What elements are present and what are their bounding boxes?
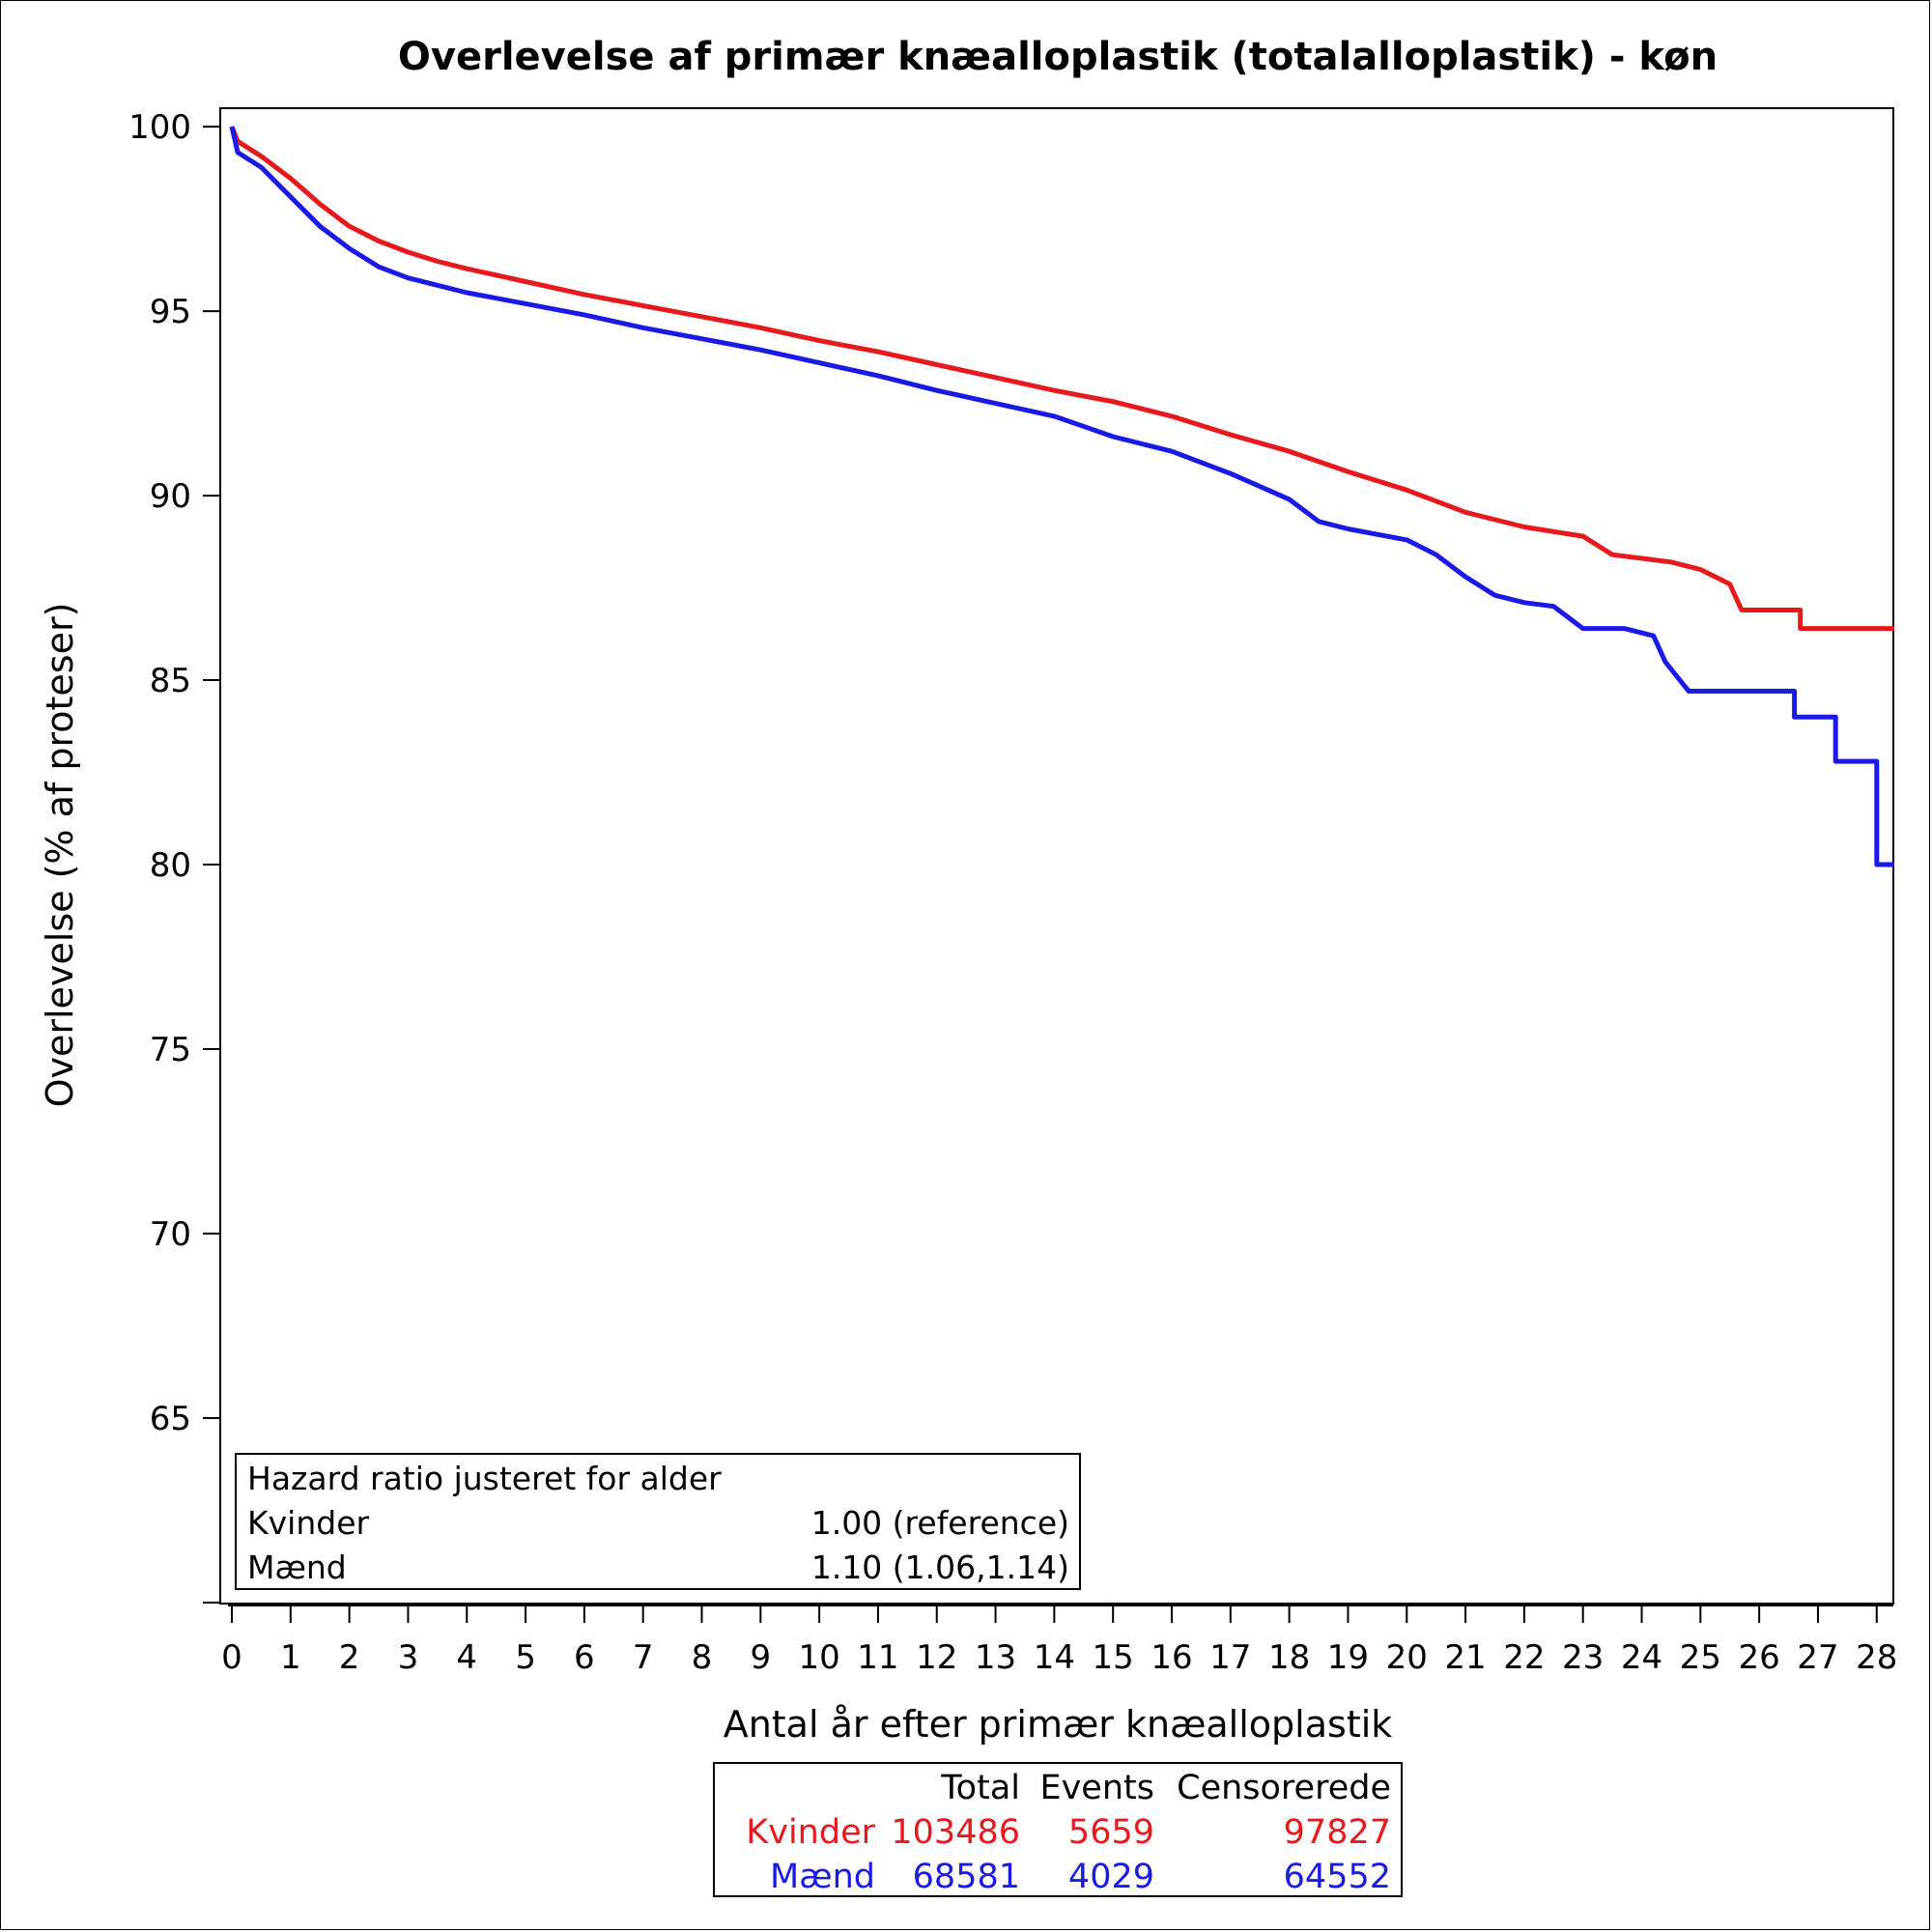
x-tick-label-18: 18 bbox=[1268, 1638, 1310, 1677]
x-tick-label-20: 20 bbox=[1386, 1638, 1428, 1677]
x-tick-label-7: 7 bbox=[633, 1638, 654, 1677]
table-header-events: Events bbox=[1039, 1769, 1154, 1807]
x-tick-label-5: 5 bbox=[515, 1638, 536, 1677]
table-row-maend-group: Mænd bbox=[770, 1858, 875, 1896]
table-row-kvinder-events: 5659 bbox=[1068, 1813, 1154, 1852]
summary-table: Total Events Censorerede Kvinder 103486 … bbox=[713, 1762, 1403, 1897]
x-tick-label-9: 9 bbox=[750, 1638, 771, 1677]
x-tick-label-11: 11 bbox=[857, 1638, 898, 1677]
x-tick-label-23: 23 bbox=[1562, 1638, 1604, 1677]
y-tick-label-80: 80 bbox=[150, 846, 191, 885]
y-tick-label-65: 65 bbox=[150, 1400, 191, 1438]
x-axis: 0 1 2 3 4 5 6 7 8 9 10 11 12 13 14 15 16 17 18 19 20 21 22 23 24… bbox=[221, 1605, 1897, 1677]
table-header-total: Total bbox=[940, 1769, 1020, 1807]
y-tick-label-100: 100 bbox=[128, 108, 191, 147]
x-tick-label-24: 24 bbox=[1621, 1638, 1662, 1677]
x-tick-label-14: 14 bbox=[1034, 1638, 1075, 1677]
x-axis-label: Antal år efter primær knæalloplastik bbox=[724, 1703, 1393, 1746]
table-row-kvinder-total: 103486 bbox=[891, 1813, 1020, 1852]
table-row-kvinder-group: Kvinder bbox=[746, 1813, 875, 1852]
table-row-kvinder-censored: 97827 bbox=[1284, 1813, 1391, 1852]
x-tick-label-12: 12 bbox=[916, 1638, 957, 1677]
summary-table-border bbox=[713, 1762, 1403, 1897]
hazard-ratio-value-kvinder: 1.00 (reference) bbox=[811, 1504, 1069, 1542]
table-row-maend-censored: 64552 bbox=[1284, 1858, 1391, 1896]
hazard-ratio-title: Hazard ratio justeret for alder bbox=[247, 1460, 722, 1497]
x-tick-label-28: 28 bbox=[1856, 1638, 1897, 1677]
x-tick-label-6: 6 bbox=[574, 1638, 595, 1677]
table-header-censorerede: Censorerede bbox=[1177, 1769, 1391, 1807]
x-tick-label-1: 1 bbox=[280, 1638, 301, 1677]
hazard-ratio-border bbox=[235, 1453, 1081, 1590]
x-tick-label-22: 22 bbox=[1503, 1638, 1545, 1677]
x-tick-label-17: 17 bbox=[1209, 1638, 1251, 1677]
plot-area bbox=[219, 107, 1894, 1605]
y-axis-label: Overlevelse (% af proteser) bbox=[39, 603, 81, 1108]
hazard-ratio-label-maend: Mænd bbox=[247, 1548, 347, 1586]
x-tick-label-27: 27 bbox=[1797, 1638, 1838, 1677]
hazard-ratio-box: Hazard ratio justeret for alder Kvinder … bbox=[235, 1453, 1081, 1590]
x-tick-label-0: 0 bbox=[221, 1638, 242, 1677]
x-tick-label-3: 3 bbox=[398, 1638, 419, 1677]
x-tick-label-10: 10 bbox=[798, 1638, 839, 1677]
hazard-ratio-value-maend: 1.10 (1.06,1.14) bbox=[811, 1548, 1069, 1586]
y-tick-label-95: 95 bbox=[150, 293, 191, 331]
series-line-kvinder bbox=[229, 126, 1894, 632]
x-tick-label-21: 21 bbox=[1444, 1638, 1486, 1677]
y-tick-label-70: 70 bbox=[150, 1215, 191, 1254]
series-line-maend bbox=[229, 126, 1894, 867]
x-tick-label-19: 19 bbox=[1327, 1638, 1369, 1677]
x-tick-label-13: 13 bbox=[975, 1638, 1016, 1677]
x-tick-label-4: 4 bbox=[456, 1638, 477, 1677]
table-row-maend-total: 68581 bbox=[913, 1858, 1020, 1896]
y-tick-label-75: 75 bbox=[150, 1031, 191, 1069]
hazard-ratio-label-kvinder: Kvinder bbox=[247, 1504, 370, 1542]
chart-title: Overlevelse af primær knæalloplastik (to… bbox=[398, 35, 1718, 79]
x-tick-label-25: 25 bbox=[1680, 1638, 1721, 1677]
y-axis: 65 70 75 80 85 90 95 100 bbox=[128, 108, 220, 1604]
x-tick-label-26: 26 bbox=[1738, 1638, 1779, 1677]
x-tick-label-16: 16 bbox=[1151, 1638, 1192, 1677]
table-row-maend-events: 4029 bbox=[1068, 1858, 1154, 1896]
y-tick-label-85: 85 bbox=[150, 662, 191, 700]
x-tick-label-8: 8 bbox=[692, 1638, 713, 1677]
x-tick-label-2: 2 bbox=[339, 1638, 360, 1677]
x-tick-label-15: 15 bbox=[1093, 1638, 1134, 1677]
series-group bbox=[229, 126, 1894, 867]
y-tick-label-90: 90 bbox=[150, 477, 191, 516]
